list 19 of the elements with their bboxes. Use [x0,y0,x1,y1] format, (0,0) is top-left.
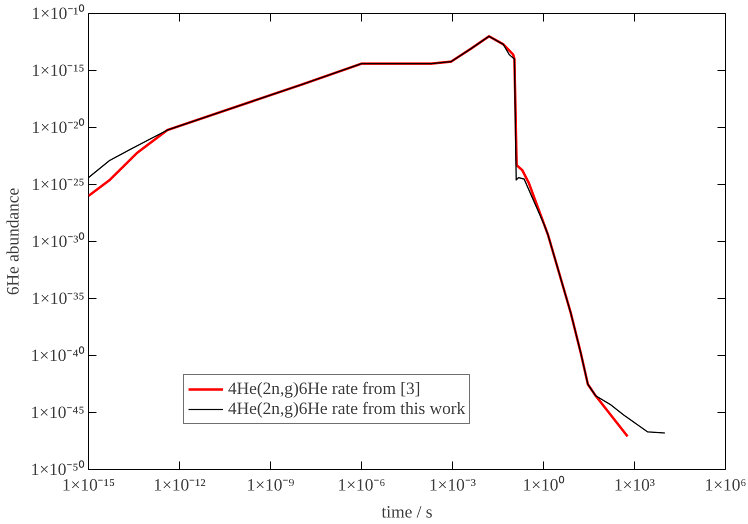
y-tick-label: 1×10⁻³⁵ [32,289,85,308]
legend-label: 4He(2n,g)6He rate from this work [228,399,466,419]
x-tick-label: 1×10⁻¹² [153,476,206,494]
x-tick-label: 1×10⁻⁹ [246,476,294,494]
y-tick-label: 1×10⁻⁴⁵ [30,403,85,422]
x-tick-label: 1×10³ [614,476,655,494]
y-tick-label: 1×10⁻²⁵ [32,175,85,194]
x-tick-label: 1×10⁶ [704,476,746,494]
y-tick-label: 1×10⁻¹⁰ [32,4,85,23]
y-tick-label: 1×10⁻³⁰ [32,232,85,251]
y-axis-title: 6He abundance [4,188,23,296]
x-tick-label: 1×10⁰ [522,476,564,494]
x-tick-label: 1×10⁻⁶ [338,476,386,494]
x-tick-label: 1×10⁻³ [429,476,476,494]
legend-label: 4He(2n,g)6He rate from [3] [228,379,420,399]
x-axis-title: time / s [381,502,433,522]
y-tick-label: 1×10⁻²⁰ [32,118,85,137]
y-tick-label: 1×10⁻⁴⁰ [30,346,85,365]
y-tick-label: 1×10⁻¹⁵ [32,61,85,80]
